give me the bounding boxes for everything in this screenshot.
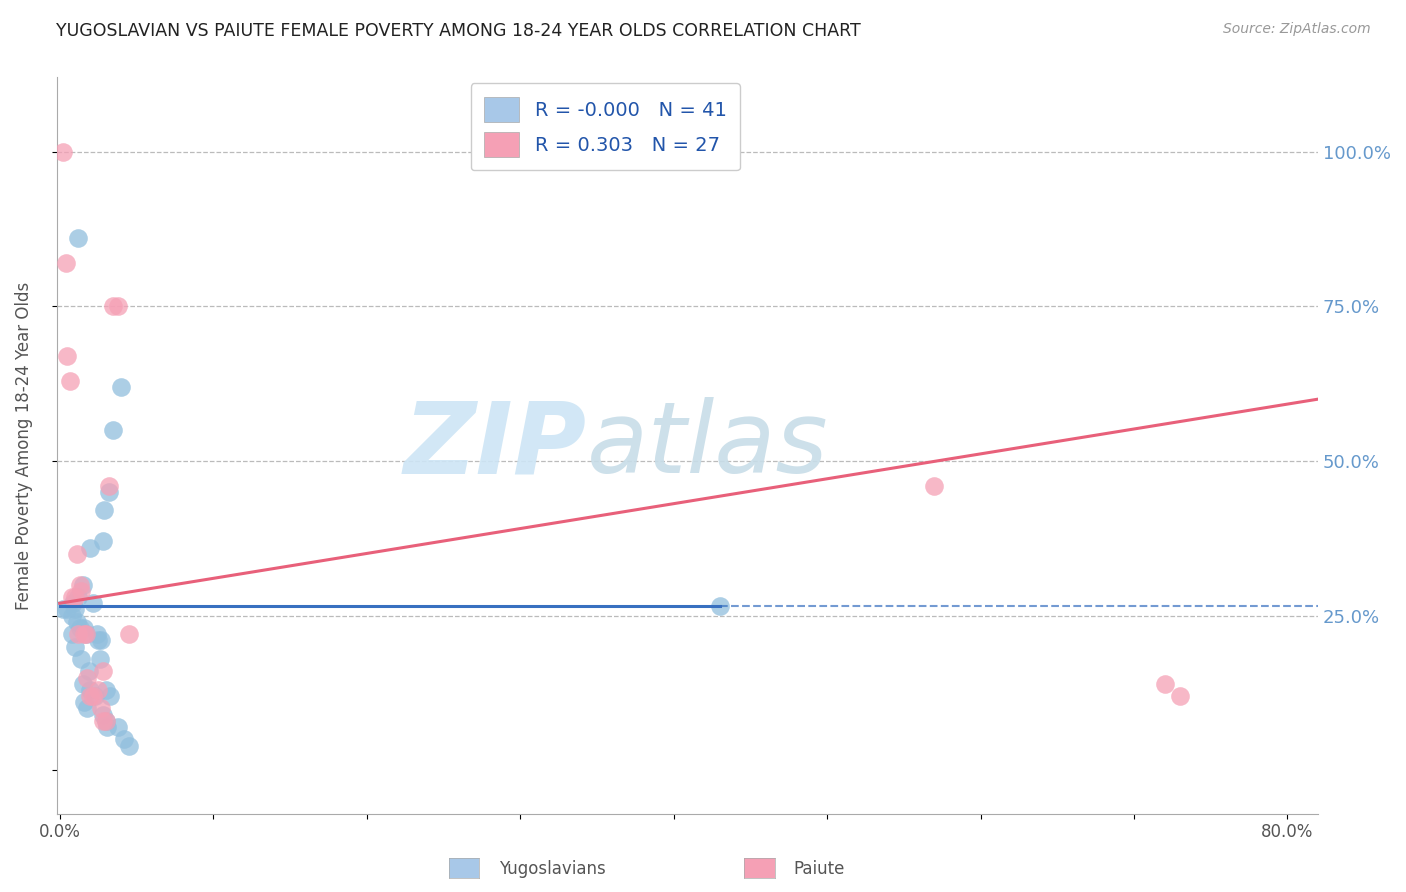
Point (59, 374, 82, 388)
Point (112, 732, 135, 747)
Point (60, 590, 83, 604)
Point (709, 599, 731, 614)
Point (107, 720, 129, 734)
Point (65, 547, 87, 561)
Point (98, 689, 121, 703)
Text: atlas: atlas (586, 397, 828, 494)
Point (103, 299, 125, 313)
Point (118, 739, 141, 753)
Point (63, 640, 86, 654)
Text: Yugoslavians: Yugoslavians (499, 860, 606, 878)
Point (76, 671, 98, 685)
Point (60, 608, 83, 623)
Point (70, 583, 93, 598)
Point (103, 423, 125, 437)
Point (97, 479, 120, 493)
Point (67, 590, 90, 604)
Point (90, 633, 112, 648)
Point (62, 596, 84, 610)
Point (94, 682, 117, 697)
Point (118, 627, 141, 641)
Legend: R = -0.000   N = 41, R = 0.303   N = 27: R = -0.000 N = 41, R = 0.303 N = 27 (471, 84, 740, 170)
Point (72, 578, 94, 592)
Point (56, 349, 79, 363)
Point (52, 145, 75, 159)
Point (90, 701, 112, 715)
Point (82, 689, 104, 703)
Point (75, 627, 97, 641)
Point (73, 621, 96, 635)
Point (72, 676, 94, 690)
Point (84, 689, 107, 703)
Text: YUGOSLAVIAN VS PAIUTE FEMALE POVERTY AMONG 18-24 YEAR OLDS CORRELATION CHART: YUGOSLAVIAN VS PAIUTE FEMALE POVERTY AMO… (56, 22, 860, 40)
Point (63, 602, 86, 616)
Text: Source: ZipAtlas.com: Source: ZipAtlas.com (1223, 22, 1371, 37)
Point (52, 602, 75, 616)
Point (87, 633, 110, 648)
Point (67, 627, 90, 641)
Point (110, 380, 132, 394)
Point (91, 534, 114, 549)
Point (79, 541, 101, 555)
Point (94, 714, 117, 728)
Point (70, 652, 93, 666)
Point (1153, 676, 1175, 690)
Point (107, 299, 129, 313)
Point (73, 627, 96, 641)
Point (65, 615, 87, 629)
Point (86, 627, 108, 641)
Point (63, 590, 86, 604)
Text: ZIP: ZIP (404, 397, 586, 494)
Point (93, 503, 115, 517)
Point (89, 652, 111, 666)
Point (79, 689, 101, 703)
Point (75, 627, 97, 641)
Text: Paiute: Paiute (793, 860, 845, 878)
Point (94, 714, 117, 728)
Point (69, 621, 91, 635)
Point (69, 578, 91, 592)
Point (97, 484, 120, 499)
Point (96, 720, 118, 734)
Point (79, 682, 101, 697)
Point (1168, 689, 1191, 703)
Point (82, 596, 104, 610)
Point (924, 479, 946, 493)
Point (87, 682, 110, 697)
Point (60, 627, 83, 641)
Y-axis label: Female Poverty Among 18-24 Year Olds: Female Poverty Among 18-24 Year Olds (15, 281, 32, 609)
Point (91, 707, 114, 722)
Point (91, 665, 114, 679)
Point (91, 714, 114, 728)
Point (77, 665, 100, 679)
Point (55, 256, 77, 270)
Point (73, 695, 96, 709)
Point (76, 701, 98, 715)
Point (56, 602, 79, 616)
Point (67, 231, 90, 245)
